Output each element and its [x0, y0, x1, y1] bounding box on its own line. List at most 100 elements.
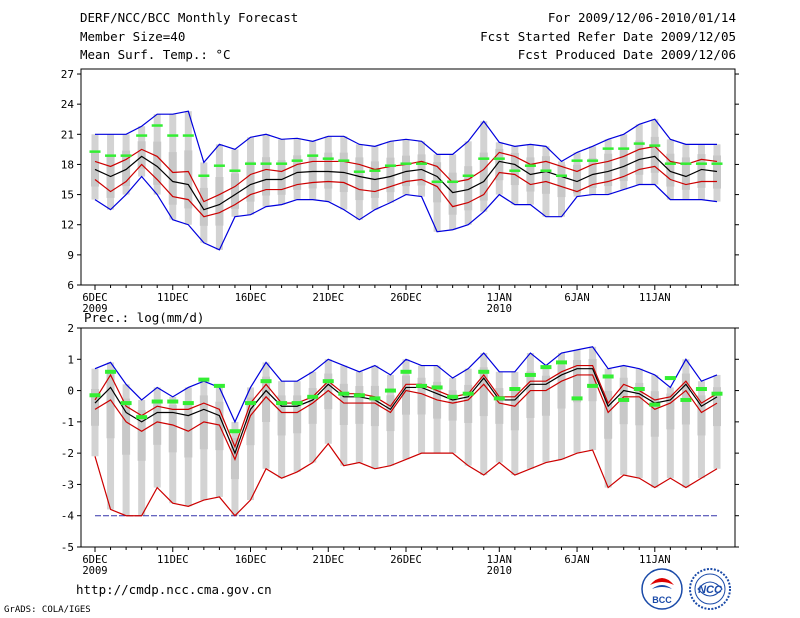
temp-observed-marker — [89, 150, 101, 153]
temp-iqr-box — [495, 148, 504, 181]
prec-iqr-box — [495, 388, 504, 424]
temp-observed-marker — [369, 169, 381, 172]
prec-iqr-box — [168, 404, 177, 453]
prec-iqr-box — [526, 371, 535, 418]
temp-iqr-box — [573, 164, 582, 194]
ncc-logo-text: NCC — [698, 584, 723, 596]
temp-x-tick-label: 11DEC — [157, 292, 189, 304]
prec-observed-marker — [276, 401, 288, 406]
temp-mean-minus-std-line — [94, 163, 717, 218]
prec-iqr-box — [604, 391, 613, 439]
temp-observed-marker — [400, 162, 412, 165]
temp-x-tick-label: 6JAN — [564, 292, 589, 304]
temp-iqr-box — [666, 153, 675, 187]
prec-observed-marker — [245, 401, 256, 406]
prec-observed-marker — [384, 388, 396, 393]
temp-x-year-label: 2010 — [487, 303, 512, 315]
temp-observed-marker — [182, 134, 194, 137]
prec-iqr-box — [91, 389, 99, 426]
prec-iqr-box — [293, 395, 302, 434]
chart-title: DERF/NCC/BCC Monthly Forecast — [80, 10, 299, 25]
temp-observed-marker — [462, 174, 474, 177]
prec-observed-marker — [369, 396, 381, 401]
prec-observed-marker — [431, 385, 443, 390]
temp-observed-marker — [245, 162, 256, 165]
prec-x-tick-label: 16DEC — [235, 554, 267, 566]
temp-observed-marker — [416, 162, 428, 165]
temp-iqr-box — [541, 156, 550, 194]
temp-iqr-box — [697, 154, 706, 188]
prec-x-tick-label: 1JAN — [487, 554, 512, 566]
temp-observed-marker — [260, 162, 272, 165]
prec-observed-marker — [493, 396, 505, 401]
prec-iqr-box — [137, 410, 146, 461]
prec-observed-marker — [571, 396, 583, 401]
prec-observed-marker — [649, 402, 661, 407]
prec-observed-marker — [353, 393, 365, 398]
prec-iqr-box — [697, 395, 706, 436]
temp-observed-marker — [229, 169, 241, 172]
prec-ensemble-mean-line — [94, 368, 718, 455]
temp-y-tick-label: 6 — [67, 279, 74, 292]
footer-url[interactable]: http://cmdp.ncc.cma.gov.cn — [76, 582, 272, 597]
prec-x-tick-label: 21DEC — [312, 554, 344, 566]
temp-x-tick-label: 1JAN — [487, 292, 512, 304]
temp-observed-marker — [664, 162, 676, 165]
prec-iqr-box — [370, 385, 379, 427]
prec-observed-marker — [711, 391, 723, 396]
temp-iqr-box — [122, 150, 131, 187]
temp-iqr-box — [153, 141, 162, 185]
temp-x-tick-label: 26DEC — [390, 292, 422, 304]
prec-iqr-box — [277, 395, 286, 436]
prec-iqr-box — [448, 390, 457, 421]
ncc-logo: NCC — [689, 568, 731, 610]
prec-y-tick-label: 1 — [67, 353, 74, 366]
prec-iqr-box — [262, 376, 271, 423]
member-size-label: Member Size=40 — [80, 29, 186, 44]
prec-y-tick-label: 0 — [67, 385, 74, 398]
prec-observed-marker — [524, 372, 536, 377]
prec-x-year-label: 2010 — [487, 565, 512, 577]
prec-observed-marker — [680, 397, 692, 402]
prec-observed-marker — [587, 383, 599, 388]
prec-iqr-box — [557, 365, 566, 409]
temp-x-tick-label: 21DEC — [312, 292, 344, 304]
temp-x-tick-label: 16DEC — [235, 292, 267, 304]
prec-observed-marker — [307, 394, 319, 399]
prec-iqr-box — [666, 393, 675, 430]
variable-label: Mean Surf. Temp.: °C — [80, 47, 231, 62]
prec-observed-marker — [695, 387, 707, 392]
temp-observed-marker — [120, 154, 132, 157]
refer-date: Fcst Started Refer Date 2009/12/05 — [480, 29, 736, 44]
temp-iqr-box — [184, 150, 193, 209]
temp-y-tick-label: 18 — [61, 158, 74, 171]
prec-observed-marker — [291, 401, 303, 406]
prec-observed-marker — [447, 394, 459, 399]
temp-iqr-box — [230, 173, 239, 209]
prec-y-tick-label: -4 — [61, 510, 75, 523]
prec-iqr-box — [184, 401, 193, 458]
temp-observed-marker — [338, 159, 350, 162]
prec-observed-marker — [540, 365, 552, 370]
prec-iqr-box — [573, 360, 582, 403]
prec-y-tick-label: -5 — [61, 541, 74, 554]
temp-observed-marker — [587, 159, 599, 162]
prec-observed-marker — [633, 387, 645, 392]
temp-observed-marker — [167, 134, 179, 137]
prec-observed-marker — [105, 369, 117, 374]
temp-observed-marker — [151, 124, 163, 127]
prec-iqr-box — [417, 377, 426, 415]
prec-plot-frame — [80, 327, 736, 548]
prec-observed-marker — [618, 397, 630, 402]
prec-x-year-label: 2009 — [82, 565, 107, 577]
prec-spread-box — [666, 387, 674, 479]
prec-observed-marker — [602, 374, 614, 379]
prec-iqr-box — [402, 375, 410, 415]
prec-iqr-box — [479, 367, 488, 417]
temp-observed-marker — [695, 162, 707, 165]
temp-iqr-box — [635, 140, 644, 175]
temp-iqr-box — [588, 158, 597, 189]
prec-iqr-box — [588, 358, 597, 402]
bcc-logo-text: BCC — [652, 595, 672, 605]
